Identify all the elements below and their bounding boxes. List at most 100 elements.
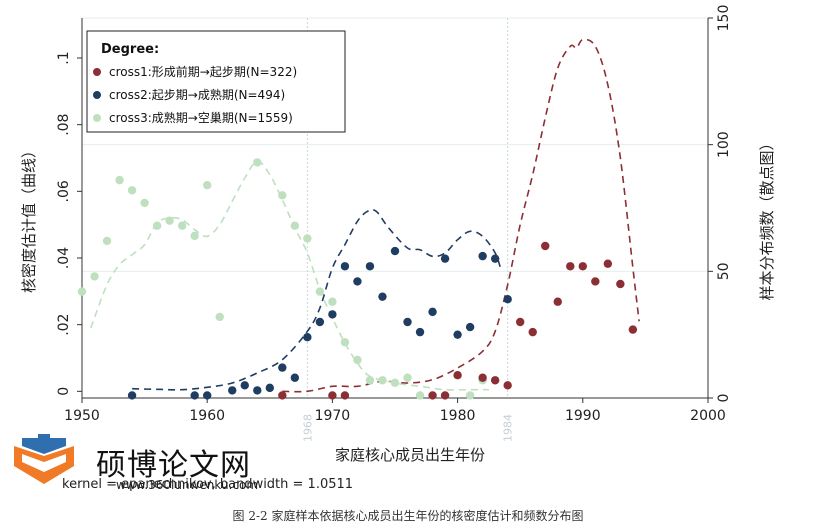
cross1-frequency-point [503,381,512,390]
cross1-frequency-point [453,371,462,380]
kernel-note: kernel = epanechnikov, bandwidth = 1.051… [62,477,354,492]
legend: Degree: cross1:形成前期→起步期(N=322) cross2:起步期→… [86,30,346,133]
cross3-frequency-point [203,181,212,190]
cross2-frequency-point [378,292,387,301]
cross2-frequency-point [415,327,425,337]
cross3-frequency-point [152,221,162,230]
x-tick-label: 1970 [315,408,351,424]
cross2-frequency-point [465,322,475,332]
cross2-frequency-point [240,381,249,390]
cross3-frequency-point [253,158,262,167]
cross1-frequency-point [478,373,487,382]
cross1-frequency-point [591,277,600,286]
cross3-frequency-point [290,221,300,230]
cross1-frequency-point [440,391,450,400]
cross2-frequency-point [303,333,312,342]
x-tick-label: 1980 [440,408,476,424]
cross1-frequency-point [628,325,638,334]
cross2-frequency-point [365,262,375,271]
y-left-tick-label: .1 [56,51,72,64]
legend-title: Degree: [101,42,159,57]
cross2-frequency-point [503,295,512,304]
cross1-frequency-point [616,279,625,289]
graduation-cap-logo-icon [14,434,74,484]
legend-entry: cross3:成熟期→空巢期(N=1559) [109,110,293,125]
cross1-density-curve [282,38,640,393]
cross3-frequency-point [177,221,187,230]
x-tick-label: 2000 [690,408,726,424]
cross3-frequency-point [190,231,199,241]
cross3-frequency-point [140,198,149,208]
legend-marker [93,91,101,99]
cross1-frequency-point [553,297,562,306]
cross3-frequency-point [215,312,224,322]
watermark: 硕博论文网 www.360lunwenku.com [12,432,312,504]
cross2-frequency-point [278,363,287,372]
cross2-frequency-point [340,262,350,271]
x-tick-label: 1950 [64,408,100,424]
cross3-density-curve [90,160,489,391]
cross2-frequency-point [328,310,337,319]
cross3-frequency-point [390,378,400,387]
cross2-frequency-point [315,317,325,327]
cross1-frequency-point [541,241,550,251]
axes: 1950 1960 1970 1980 1990 2000 0 .02 .04 .06 .08 .1 0… [20,5,776,464]
frequency-points [77,120,638,400]
y-right-tick-label: 150 [716,5,732,32]
y-axis-right-title: 样本分布频数（散点图） [758,135,776,300]
cross2-frequency-point [428,307,437,317]
cross1-frequency-point [528,327,537,337]
legend-marker [93,68,101,76]
watermark-text: 硕博论文网 [96,448,251,483]
x-tick-label: 1990 [565,408,601,424]
cross2-frequency-point [440,254,450,263]
cross3-frequency-point [165,216,174,225]
cross2-frequency-point [453,330,462,339]
cross3-frequency-point [102,236,112,246]
cross2-frequency-point [490,254,500,263]
cross3-frequency-point [328,297,337,306]
reference-line-label: 1968 [301,414,314,442]
y-left-tick-label: .04 [56,247,72,269]
cross3-frequency-point [77,287,87,296]
cross1-frequency-point [278,391,287,400]
cross3-frequency-point [127,186,137,195]
cross2-frequency-point [478,251,487,261]
cross3-frequency-point [415,391,425,400]
cross2-frequency-point [203,391,212,400]
cross2-frequency-point [353,277,362,286]
cross3-frequency-point [353,355,362,365]
legend-entry: cross2:起步期→成熟期(N=494) [109,87,285,102]
x-axis-title: 家庭核心成员出生年份 [335,446,485,464]
legend-entry: cross1:形成前期→起步期(N=322) [109,64,297,79]
cross1-frequency-point [566,262,575,271]
cross3-frequency-point [403,373,412,382]
y-left-tick-label: .08 [56,114,72,136]
cross3-frequency-point [303,234,312,243]
y-left-tick-label: 0 [56,387,72,396]
cross1-frequency-point [340,391,350,400]
cross3-frequency-point [365,376,375,385]
legend-box [86,30,346,133]
y-left-tick-label: .06 [56,180,72,202]
cross1-frequency-point [578,262,587,271]
watermark-url: www.360lunwenku.com [116,478,259,492]
cross1-frequency-point [603,259,613,268]
cross2-frequency-point [190,391,199,400]
cross2-frequency-point [390,246,400,256]
x-tick-label: 1960 [189,408,225,424]
y-left-tick-label: .02 [56,314,72,336]
legend-marker [93,114,101,122]
y-right-tick-label: 50 [716,262,732,280]
cross2-frequency-point [127,391,137,400]
cross2-frequency-point [265,383,274,393]
cross3-frequency-point [340,338,350,347]
cross3-frequency-point [278,191,287,200]
cross3-frequency-point [115,175,124,185]
cross2-frequency-point [403,317,412,327]
cross2-frequency-point [253,386,262,395]
reference-line-label: 1984 [502,414,515,442]
figure-caption: 图 2-2 家庭样本依据核心成员出生年份的核密度估计和频数分布图 [232,509,584,523]
cross1-frequency-point [428,391,437,400]
